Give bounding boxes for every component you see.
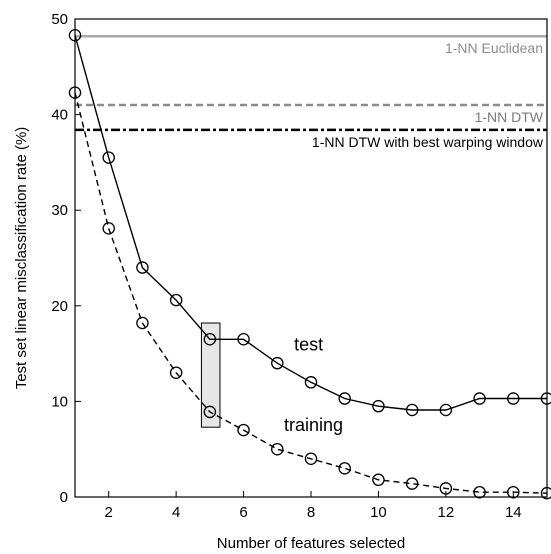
series-line-training [74, 92, 548, 494]
x-tick-label: 12 [438, 504, 455, 521]
data-point-test [169, 293, 183, 307]
reference-line-label-2: 1-NN DTW with best warping window [312, 134, 544, 150]
x-axis: 2 4 6 8 10 12 14 [105, 491, 522, 521]
data-point-training [405, 477, 419, 490]
data-point-test [439, 403, 453, 417]
x-tick-label: 14 [505, 504, 522, 521]
data-point-test [507, 392, 520, 405]
plot-content: 1-NN Euclidean 1-NN DTW 1-NN DTW with best… [68, 29, 551, 500]
y-tick-label: 50 [51, 11, 68, 28]
series-annotation-training: training [284, 415, 343, 435]
x-tick-label: 10 [370, 504, 387, 521]
data-point-training [473, 485, 486, 499]
data-point-test [203, 333, 217, 346]
data-point-training [372, 473, 385, 487]
series-line-test [74, 35, 547, 411]
y-tick-label: 40 [51, 107, 68, 124]
y-tick-label: 20 [51, 298, 68, 315]
data-point-test [271, 356, 284, 370]
x-tick-label: 6 [239, 504, 247, 521]
data-point-training [102, 222, 115, 235]
y-tick-label: 10 [51, 393, 68, 410]
x-tick-label: 2 [105, 504, 113, 521]
data-point-training [271, 442, 284, 456]
data-point-training [136, 316, 149, 330]
series-annotation-test: test [294, 335, 323, 355]
y-axis-label: Test set linear misclassification rate (… [13, 127, 30, 390]
data-point-test [473, 392, 486, 405]
data-point-training [507, 485, 520, 499]
y-axis: 0 10 20 30 40 50 [51, 11, 81, 506]
x-tick-label: 8 [307, 504, 315, 521]
data-point-test [304, 376, 318, 389]
data-point-test [237, 333, 250, 346]
data-point-test [102, 151, 115, 164]
data-point-test [338, 392, 351, 405]
data-point-training [169, 366, 183, 379]
data-point-test [136, 261, 149, 274]
data-point-training [304, 452, 318, 466]
reference-line-label-0: 1-NN Euclidean [445, 40, 543, 56]
x-axis-label: Number of features selected [217, 535, 405, 552]
data-point-test [372, 399, 385, 413]
data-point-test [405, 403, 419, 417]
reference-line-label-1: 1-NN DTW [475, 109, 544, 125]
y-tick-label: 0 [60, 489, 68, 506]
data-point-training [237, 423, 250, 437]
highlight-box [200, 322, 221, 428]
x-tick-label: 4 [172, 504, 180, 521]
data-point-training [203, 405, 217, 419]
data-point-training [338, 462, 351, 475]
y-tick-label: 30 [51, 202, 68, 219]
